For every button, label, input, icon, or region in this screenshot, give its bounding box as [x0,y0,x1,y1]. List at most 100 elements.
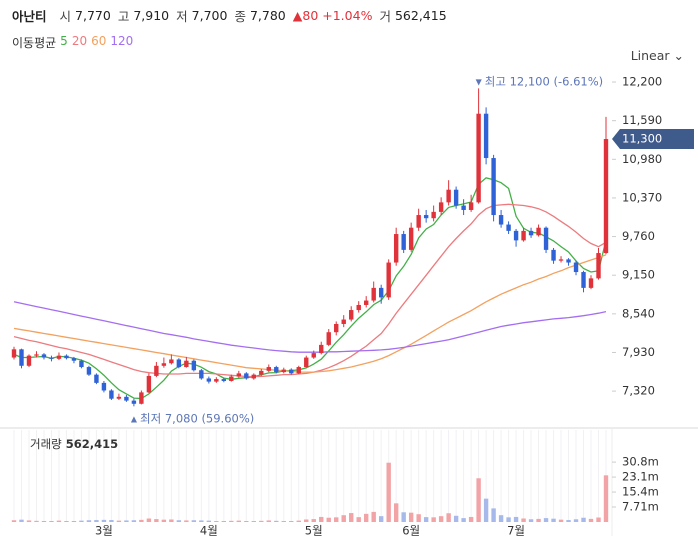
volume-bar [581,517,586,522]
candle-body [581,272,586,288]
volume-bar [371,511,376,522]
volume-bar [491,508,496,522]
candle-body [573,262,579,273]
volume-tick-label: 15.4m [622,485,659,499]
candle-body [169,359,174,364]
field-label: 저 [176,9,188,24]
volume-bar [446,513,451,522]
legend-entry: 5 [60,34,68,48]
volume-bar [11,520,17,522]
candle-body [221,379,227,381]
volume-bar [386,462,391,522]
volume-bar [311,519,316,522]
y-tick-label: 8,540 [622,306,655,320]
candle-body [408,227,414,250]
volume-bar [79,520,84,522]
annotation-text: 최고 12,100 (-6.61%) [485,74,603,88]
candle-body [551,249,556,261]
candle-body [79,360,84,368]
volume-bar [558,519,564,522]
candle-body [229,376,234,381]
volume-bar [184,520,189,522]
candle-body [71,358,77,361]
candle-body [131,400,137,404]
candle-body [296,367,301,374]
scale-label[interactable]: Linear [630,48,670,63]
y-tick-label: 10,370 [622,190,662,204]
field-value: 7,770 [75,8,111,23]
candle-body [206,378,212,382]
price-tag [612,129,694,150]
volume-bar [26,520,32,522]
volume-bar [461,518,466,522]
volume-title: 거래량 562,415 [30,437,118,451]
field-label: 고 [117,9,130,24]
volume-bar [416,514,421,522]
candle-body [11,349,17,358]
volume-bar [154,519,159,522]
volume-bar [423,517,429,522]
scale-button[interactable]: Linear ⌄ [630,48,684,63]
y-tick-label: 11,590 [622,113,662,127]
candle-body [266,367,271,371]
candle-body [521,230,526,241]
annotation-marker: ▲ [131,414,138,423]
stock-name: 아난티 [12,9,47,24]
volume-bar [588,518,594,522]
candle-body [431,211,436,219]
volume-bar [101,519,107,522]
x-tick-label: 7월 [507,524,525,536]
candle-body [124,396,129,401]
candle-body [536,227,541,236]
volume-bar [109,520,114,522]
candle-body [64,355,69,359]
volume-bar [304,519,309,522]
candle-body [101,382,107,391]
candle-body [116,396,122,399]
volume-bar [86,520,92,522]
volume-bar [214,521,219,522]
candle-body [281,369,286,373]
y-tick-label: 7,930 [622,345,655,359]
volume-bar [341,515,346,522]
volume-bar [221,521,227,522]
candle-body [19,349,24,366]
field-value: 7,700 [191,8,228,23]
annotation: ▲ 최저 7,080 (59.60%) [131,411,254,425]
candle-body [251,374,256,379]
ma-legend: 이동평균 5 20 60 120 [12,34,133,51]
volume-bar [236,520,242,522]
candle-body [596,253,601,279]
ma-title: 이동평균 [12,36,57,50]
volume-bar [146,518,152,522]
volume-bar [356,517,361,522]
volume-bar [176,520,182,522]
field-label: 시 [59,9,72,24]
candle-body [109,390,114,399]
y-tick-label: 7,320 [622,384,655,398]
volume-bar [334,517,339,522]
volume-bar [483,498,489,522]
candle-body [393,234,399,263]
volume-bar [124,520,129,522]
candle-body [401,234,406,250]
volume-tick-label: 7.71m [622,500,659,514]
price-tag-label: 11,300 [622,132,662,146]
volume-bar [161,519,167,522]
volume-tick-label: 30.8m [622,455,659,469]
volume-bar [498,515,504,522]
volume-bar [169,519,174,522]
ma-line [13,177,607,400]
candle-body [244,373,249,379]
candle-body [214,379,219,382]
volume-bar [41,521,47,522]
volume-bar [229,520,234,522]
x-tick-label: 5월 [305,524,323,536]
volume-bar [468,516,474,522]
candle-body [566,259,571,263]
y-tick-label: 9,760 [622,229,655,243]
volume-bar [513,516,519,522]
candle-body [453,189,459,206]
volume-bar [528,519,534,522]
